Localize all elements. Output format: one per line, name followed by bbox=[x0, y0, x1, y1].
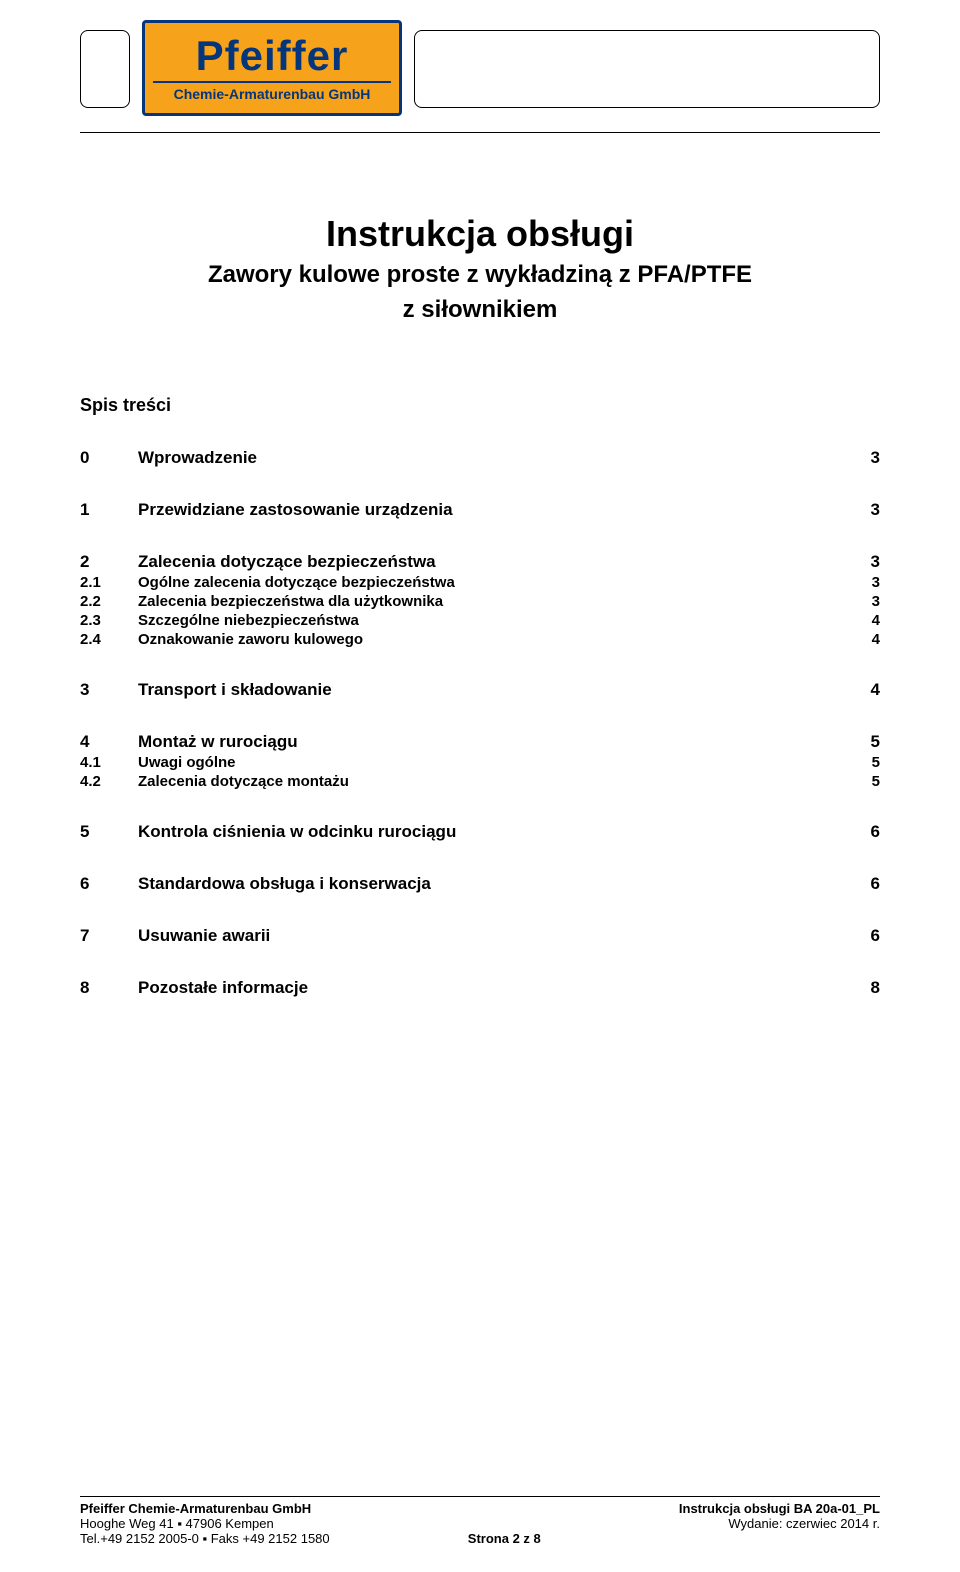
toc-sub-row: 2.2Zalecenia bezpieczeństwa dla użytkown… bbox=[80, 593, 880, 610]
toc-label: Uwagi ogólne bbox=[138, 754, 840, 771]
toc-page: 3 bbox=[840, 552, 880, 572]
document-page: Pfeiffer Chemie-Armaturenbau GmbH Instru… bbox=[0, 0, 960, 1572]
footer-address: Hooghe Weg 41 ▪ 47906 Kempen bbox=[80, 1516, 330, 1531]
toc-page: 5 bbox=[840, 773, 880, 790]
toc-page: 6 bbox=[840, 822, 880, 842]
footer-right: Instrukcja obsługi BA 20a-01_PL Wydanie:… bbox=[679, 1501, 880, 1546]
toc-label: Oznakowanie zaworu kulowego bbox=[138, 631, 840, 648]
toc-page: 5 bbox=[840, 754, 880, 771]
toc-page: 4 bbox=[840, 612, 880, 629]
footer-left: Pfeiffer Chemie-Armaturenbau GmbH Hooghe… bbox=[80, 1501, 330, 1546]
toc-number: 3 bbox=[80, 680, 138, 700]
toc-label: Wprowadzenie bbox=[138, 448, 840, 468]
toc-page: 3 bbox=[840, 593, 880, 610]
toc-sub-row: 2.1Ogólne zalecenia dotyczące bezpieczeń… bbox=[80, 574, 880, 591]
toc-page: 4 bbox=[840, 680, 880, 700]
toc-section-row: 1Przewidziane zastosowanie urządzenia3 bbox=[80, 500, 880, 520]
footer-phone: Tel.+49 2152 2005-0 ▪ Faks +49 2152 1580 bbox=[80, 1531, 330, 1546]
toc-label: Pozostałe informacje bbox=[138, 978, 840, 998]
toc-section-row: 8Pozostałe informacje8 bbox=[80, 978, 880, 998]
toc-page: 3 bbox=[840, 574, 880, 591]
toc-section-row: 3Transport i składowanie4 bbox=[80, 680, 880, 700]
toc-number: 1 bbox=[80, 500, 138, 520]
toc-sub-row: 4.2Zalecenia dotyczące montażu5 bbox=[80, 773, 880, 790]
toc-body: 0Wprowadzenie31Przewidziane zastosowanie… bbox=[80, 448, 880, 998]
toc-page: 3 bbox=[840, 500, 880, 520]
table-of-contents: Spis treści 0Wprowadzenie31Przewidziane … bbox=[80, 395, 880, 998]
toc-section-row: 2Zalecenia dotyczące bezpieczeństwa3 bbox=[80, 552, 880, 572]
toc-page: 5 bbox=[840, 732, 880, 752]
toc-number: 8 bbox=[80, 978, 138, 998]
toc-label: Transport i składowanie bbox=[138, 680, 840, 700]
toc-label: Kontrola ciśnienia w odcinku rurociągu bbox=[138, 822, 840, 842]
toc-label: Montaż w rurociągu bbox=[138, 732, 840, 752]
toc-page: 4 bbox=[840, 631, 880, 648]
toc-page: 6 bbox=[840, 874, 880, 894]
toc-number: 2.3 bbox=[80, 612, 138, 629]
logo-box: Pfeiffer Chemie-Armaturenbau GmbH bbox=[142, 20, 402, 116]
toc-number: 4 bbox=[80, 732, 138, 752]
logo-sub-text: Chemie-Armaturenbau GmbH bbox=[153, 81, 391, 102]
header-row: Pfeiffer Chemie-Armaturenbau GmbH bbox=[80, 30, 880, 116]
toc-sub-row: 4.1Uwagi ogólne5 bbox=[80, 754, 880, 771]
title-main: Instrukcja obsługi bbox=[80, 213, 880, 255]
footer: Pfeiffer Chemie-Armaturenbau GmbH Hooghe… bbox=[80, 1496, 880, 1546]
title-sub-2: z siłownikiem bbox=[80, 294, 880, 325]
toc-label: Szczególne niebezpieczeństwa bbox=[138, 612, 840, 629]
toc-number: 2.2 bbox=[80, 593, 138, 610]
toc-section-row: 0Wprowadzenie3 bbox=[80, 448, 880, 468]
footer-row: Pfeiffer Chemie-Armaturenbau GmbH Hooghe… bbox=[80, 1501, 880, 1546]
toc-page: 8 bbox=[840, 978, 880, 998]
toc-number: 2.1 bbox=[80, 574, 138, 591]
logo-main-text: Pfeiffer bbox=[196, 35, 349, 77]
toc-number: 0 bbox=[80, 448, 138, 468]
toc-section-row: 4Montaż w rurociągu5 bbox=[80, 732, 880, 752]
toc-section-row: 5Kontrola ciśnienia w odcinku rurociągu6 bbox=[80, 822, 880, 842]
header-box-left bbox=[80, 30, 130, 108]
title-block: Instrukcja obsługi Zawory kulowe proste … bbox=[80, 213, 880, 325]
toc-number: 7 bbox=[80, 926, 138, 946]
footer-edition: Wydanie: czerwiec 2014 r. bbox=[679, 1516, 880, 1531]
title-sub-1: Zawory kulowe proste z wykładziną z PFA/… bbox=[80, 259, 880, 290]
toc-label: Ogólne zalecenia dotyczące bezpieczeństw… bbox=[138, 574, 840, 591]
footer-divider bbox=[80, 1496, 880, 1497]
toc-label: Zalecenia dotyczące montażu bbox=[138, 773, 840, 790]
footer-page-number: Strona 2 z 8 bbox=[468, 1531, 541, 1546]
toc-section-row: 6Standardowa obsługa i konserwacja6 bbox=[80, 874, 880, 894]
toc-label: Przewidziane zastosowanie urządzenia bbox=[138, 500, 840, 520]
toc-sub-row: 2.3Szczególne niebezpieczeństwa4 bbox=[80, 612, 880, 629]
toc-page: 6 bbox=[840, 926, 880, 946]
toc-label: Zalecenia bezpieczeństwa dla użytkownika bbox=[138, 593, 840, 610]
toc-page: 3 bbox=[840, 448, 880, 468]
footer-doc-id: Instrukcja obsługi BA 20a-01_PL bbox=[679, 1501, 880, 1516]
header-box-right bbox=[414, 30, 880, 108]
toc-number: 2.4 bbox=[80, 631, 138, 648]
toc-label: Standardowa obsługa i konserwacja bbox=[138, 874, 840, 894]
header-divider bbox=[80, 132, 880, 133]
toc-number: 6 bbox=[80, 874, 138, 894]
toc-label: Zalecenia dotyczące bezpieczeństwa bbox=[138, 552, 840, 572]
toc-number: 4.1 bbox=[80, 754, 138, 771]
toc-number: 2 bbox=[80, 552, 138, 572]
toc-label: Usuwanie awarii bbox=[138, 926, 840, 946]
footer-company: Pfeiffer Chemie-Armaturenbau GmbH bbox=[80, 1501, 330, 1516]
toc-section-row: 7Usuwanie awarii6 bbox=[80, 926, 880, 946]
toc-number: 4.2 bbox=[80, 773, 138, 790]
toc-heading: Spis treści bbox=[80, 395, 880, 416]
toc-number: 5 bbox=[80, 822, 138, 842]
toc-sub-row: 2.4Oznakowanie zaworu kulowego4 bbox=[80, 631, 880, 648]
